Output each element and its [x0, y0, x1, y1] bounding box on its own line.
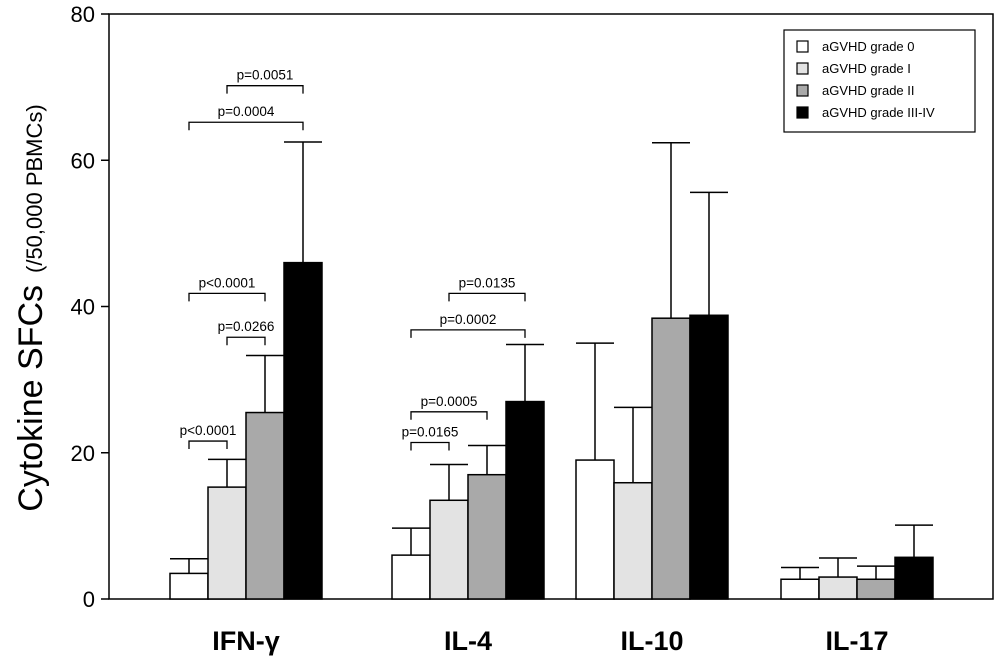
y-tick-label: 20	[71, 441, 95, 466]
legend-swatch	[796, 106, 809, 119]
category-label: IL-10	[620, 626, 683, 656]
significance-bracket	[226, 336, 266, 346]
category-label: IFN-γ	[212, 626, 280, 656]
significance-bracket	[410, 329, 526, 338]
y-tick-label: 80	[71, 2, 95, 27]
bar	[245, 411, 285, 600]
bar	[429, 499, 469, 600]
p-value-label: p<0.0001	[180, 423, 237, 438]
bar	[894, 556, 934, 600]
significance-bracket	[410, 441, 450, 451]
legend-swatch	[796, 40, 809, 53]
category-label: IL-4	[444, 626, 492, 656]
legend-label: aGVHD grade 0	[822, 39, 915, 54]
legend-swatch	[796, 84, 809, 97]
bar	[391, 554, 431, 600]
p-value-label: p=0.0165	[402, 425, 459, 440]
bar	[818, 576, 858, 600]
significance-bracket	[226, 85, 304, 94]
significance-bracket	[448, 292, 526, 302]
p-value-label: p=0.0266	[218, 319, 275, 334]
legend-label: aGVHD grade III-IV	[822, 105, 935, 120]
significance-bracket	[410, 411, 488, 420]
significance-bracket	[188, 292, 266, 302]
legend-label: aGVHD grade I	[822, 61, 911, 76]
y-axis-label-main: Cytokine SFCs	[12, 285, 50, 512]
legend-swatch	[796, 62, 809, 75]
bar	[169, 572, 209, 600]
bar	[283, 261, 323, 600]
y-tick-label: 40	[71, 295, 95, 320]
y-axis-label: Cytokine SFCs (/50,000 PBMCs)	[12, 104, 50, 511]
bar	[505, 400, 545, 600]
significance-bracket	[188, 440, 228, 450]
bar	[613, 481, 653, 600]
bar	[651, 317, 691, 600]
bar	[780, 578, 820, 600]
bar	[689, 314, 729, 600]
p-value-label: p=0.0004	[218, 104, 275, 119]
y-tick-label: 0	[83, 587, 95, 612]
bar	[467, 473, 507, 600]
bar	[207, 486, 247, 600]
p-value-label: p=0.0051	[237, 68, 294, 83]
legend-box	[783, 29, 976, 133]
bar	[856, 578, 896, 600]
y-tick-label: 60	[71, 148, 95, 173]
legend-label: aGVHD grade II	[822, 83, 915, 98]
p-value-label: p<0.0001	[199, 275, 256, 290]
p-value-label: p=0.0135	[459, 275, 516, 290]
category-label: IL-17	[825, 626, 888, 656]
p-value-label: p=0.0002	[440, 312, 497, 327]
significance-bracket	[188, 121, 304, 131]
p-value-label: p=0.0005	[421, 394, 478, 409]
y-axis-label-unit: (/50,000 PBMCs)	[22, 104, 47, 273]
bar	[575, 459, 615, 600]
